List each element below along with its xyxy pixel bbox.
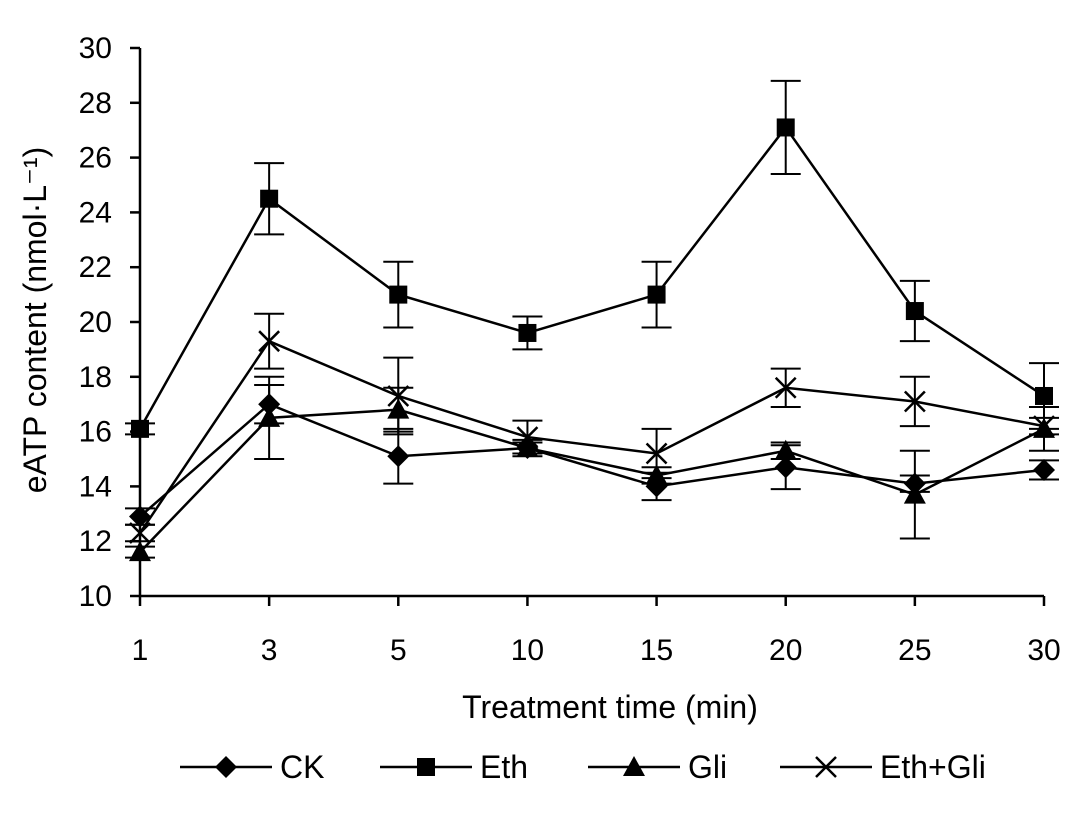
legend-item: CK [180, 749, 324, 785]
legend: CK Eth Gli Eth+Gli [180, 749, 986, 785]
legend-item: Gli [588, 749, 727, 785]
data-point [129, 541, 151, 562]
legend-marker [417, 758, 435, 776]
data-point [258, 330, 281, 353]
x-tick-label: 30 [1027, 634, 1060, 667]
y-tick-label: 10 [79, 580, 112, 613]
series-line [139, 408, 1045, 554]
x-tick-label: 25 [898, 634, 931, 667]
data-point [903, 390, 926, 413]
data-point [776, 118, 795, 137]
data-point [260, 189, 279, 208]
data-point [774, 456, 797, 479]
legend-label: Gli [688, 749, 727, 785]
y-tick-label: 26 [79, 142, 112, 175]
legend-marker [215, 756, 237, 778]
data-point [1035, 386, 1053, 405]
data-point [389, 285, 408, 304]
series-line [138, 339, 1045, 534]
x-tick-label: 10 [511, 634, 544, 667]
y-tick-label: 14 [79, 470, 112, 503]
legend-label: CK [280, 749, 324, 785]
data-point [774, 439, 797, 460]
legend-item: Eth+Gli [780, 749, 986, 785]
legend-label: Eth+Gli [880, 749, 986, 785]
y-axis-title: eATP content (nmol·L⁻¹) [17, 147, 53, 494]
x-axis-title: Treatment time (min) [462, 689, 758, 725]
marker-stroke [815, 756, 837, 778]
marker-stroke [774, 376, 797, 399]
marker-stroke [258, 330, 281, 353]
data-point [645, 442, 668, 465]
legend-marker [623, 756, 645, 776]
data-point [258, 406, 281, 427]
data-point [131, 419, 149, 438]
marker-stroke [387, 385, 410, 407]
x-tick-label: 3 [261, 634, 278, 667]
marker-stroke [903, 390, 926, 413]
y-tick-label: 12 [79, 525, 112, 558]
marker-stroke [516, 426, 539, 448]
x-tick-label: 1 [132, 634, 149, 667]
y-tick-label: 28 [79, 87, 112, 120]
series-line [139, 402, 1045, 518]
x-tick-label: 5 [390, 634, 407, 667]
series-line [138, 125, 1045, 430]
legend-label: Eth [480, 749, 528, 785]
data-point [129, 505, 151, 528]
data-point [516, 426, 539, 448]
y-tick-label: 24 [79, 196, 112, 229]
legend-marker [815, 756, 837, 778]
data-point [518, 323, 537, 342]
y-tick-label: 20 [79, 306, 112, 339]
series-eth-gli [125, 312, 1059, 544]
legend-item: Eth [380, 749, 528, 785]
series-eth [125, 79, 1059, 438]
x-tick-label: 20 [769, 634, 802, 667]
data-point [129, 522, 151, 544]
x-tick-label: 15 [640, 634, 673, 667]
y-tick-label: 18 [79, 361, 112, 394]
data-point [1033, 415, 1055, 438]
data-point [1033, 458, 1055, 481]
marker-stroke [1033, 415, 1055, 438]
y-tick-label: 22 [79, 251, 112, 284]
axes: 10 12 14 16 18 20 22 24 26 28 30 1 3 5 10 15 20 25 30 [79, 32, 1061, 667]
y-tick-label: 30 [79, 32, 112, 65]
data-point [387, 385, 410, 407]
y-tick-label: 16 [79, 416, 112, 449]
marker-stroke [645, 442, 668, 465]
data-point [774, 376, 797, 399]
marker-stroke [129, 522, 151, 544]
plot-area [125, 79, 1059, 562]
data-point [903, 483, 926, 504]
data-point [647, 285, 666, 304]
data-point [387, 445, 410, 468]
data-point [905, 302, 924, 321]
